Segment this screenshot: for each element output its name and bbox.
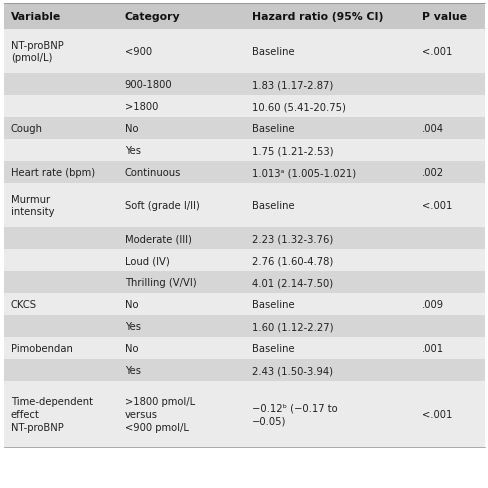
Text: Variable: Variable — [11, 12, 61, 22]
Text: 1.75 (1.21-2.53): 1.75 (1.21-2.53) — [251, 146, 333, 156]
Text: 1.013ᵃ (1.005-1.021): 1.013ᵃ (1.005-1.021) — [251, 168, 355, 178]
Text: .001: .001 — [421, 343, 443, 353]
Text: 1.60 (1.12-2.27): 1.60 (1.12-2.27) — [251, 321, 333, 331]
Bar — [4, 227, 484, 249]
Text: Cough: Cough — [11, 124, 42, 134]
Text: Murmur
intensity: Murmur intensity — [11, 194, 54, 217]
Text: −0.12ᵇ (−0.17 to
−0.05): −0.12ᵇ (−0.17 to −0.05) — [251, 403, 337, 426]
Text: Yes: Yes — [124, 321, 141, 331]
Text: .002: .002 — [421, 168, 443, 178]
Text: Baseline: Baseline — [251, 343, 294, 353]
Text: 2.43 (1.50-3.94): 2.43 (1.50-3.94) — [251, 365, 332, 375]
Bar — [4, 140, 484, 162]
Bar — [4, 30, 484, 74]
Text: Baseline: Baseline — [251, 299, 294, 309]
Text: 2.76 (1.60-4.78): 2.76 (1.60-4.78) — [251, 256, 332, 265]
Text: Category: Category — [124, 12, 180, 22]
Text: .009: .009 — [421, 299, 443, 309]
Text: >1800: >1800 — [124, 102, 158, 112]
Text: Yes: Yes — [124, 146, 141, 156]
Text: 10.60 (5.41-20.75): 10.60 (5.41-20.75) — [251, 102, 345, 112]
Text: Baseline: Baseline — [251, 47, 294, 57]
Text: <900: <900 — [124, 47, 151, 57]
Text: Hazard ratio (95% CI): Hazard ratio (95% CI) — [251, 12, 383, 22]
Text: <.001: <.001 — [421, 409, 451, 419]
Text: .004: .004 — [421, 124, 443, 134]
Text: Continuous: Continuous — [124, 168, 181, 178]
Text: Loud (IV): Loud (IV) — [124, 256, 169, 265]
Text: Moderate (III): Moderate (III) — [124, 234, 191, 244]
Text: <.001: <.001 — [421, 201, 451, 210]
Text: <.001: <.001 — [421, 47, 451, 57]
Bar — [4, 293, 484, 315]
Text: Baseline: Baseline — [251, 124, 294, 134]
Text: CKCS: CKCS — [11, 299, 37, 309]
Text: Pimobendan: Pimobendan — [11, 343, 73, 353]
Bar — [4, 337, 484, 359]
Bar — [4, 271, 484, 293]
Bar — [4, 96, 484, 118]
Text: Baseline: Baseline — [251, 201, 294, 210]
Bar — [4, 315, 484, 337]
Text: Heart rate (bpm): Heart rate (bpm) — [11, 168, 95, 178]
Text: NT-proBNP
(pmol/L): NT-proBNP (pmol/L) — [11, 41, 63, 63]
Bar — [4, 118, 484, 140]
Text: 900-1800: 900-1800 — [124, 80, 172, 90]
Bar — [4, 249, 484, 271]
Bar — [4, 381, 484, 447]
Text: >1800 pmol/L
versus
<900 pmol/L: >1800 pmol/L versus <900 pmol/L — [124, 396, 194, 432]
Text: No: No — [124, 124, 138, 134]
Bar — [4, 183, 484, 227]
Text: No: No — [124, 343, 138, 353]
Text: No: No — [124, 299, 138, 309]
Text: Time-dependent
effect
NT-proBNP: Time-dependent effect NT-proBNP — [11, 396, 93, 432]
Text: Thrilling (V/VI): Thrilling (V/VI) — [124, 278, 196, 287]
Text: 4.01 (2.14-7.50): 4.01 (2.14-7.50) — [251, 278, 332, 287]
Bar — [4, 359, 484, 381]
Text: P value: P value — [421, 12, 466, 22]
Text: 1.83 (1.17-2.87): 1.83 (1.17-2.87) — [251, 80, 332, 90]
Bar — [4, 4, 484, 30]
Text: Soft (grade I/II): Soft (grade I/II) — [124, 201, 199, 210]
Text: Yes: Yes — [124, 365, 141, 375]
Text: 2.23 (1.32-3.76): 2.23 (1.32-3.76) — [251, 234, 332, 244]
Bar — [4, 162, 484, 183]
Bar — [4, 74, 484, 96]
